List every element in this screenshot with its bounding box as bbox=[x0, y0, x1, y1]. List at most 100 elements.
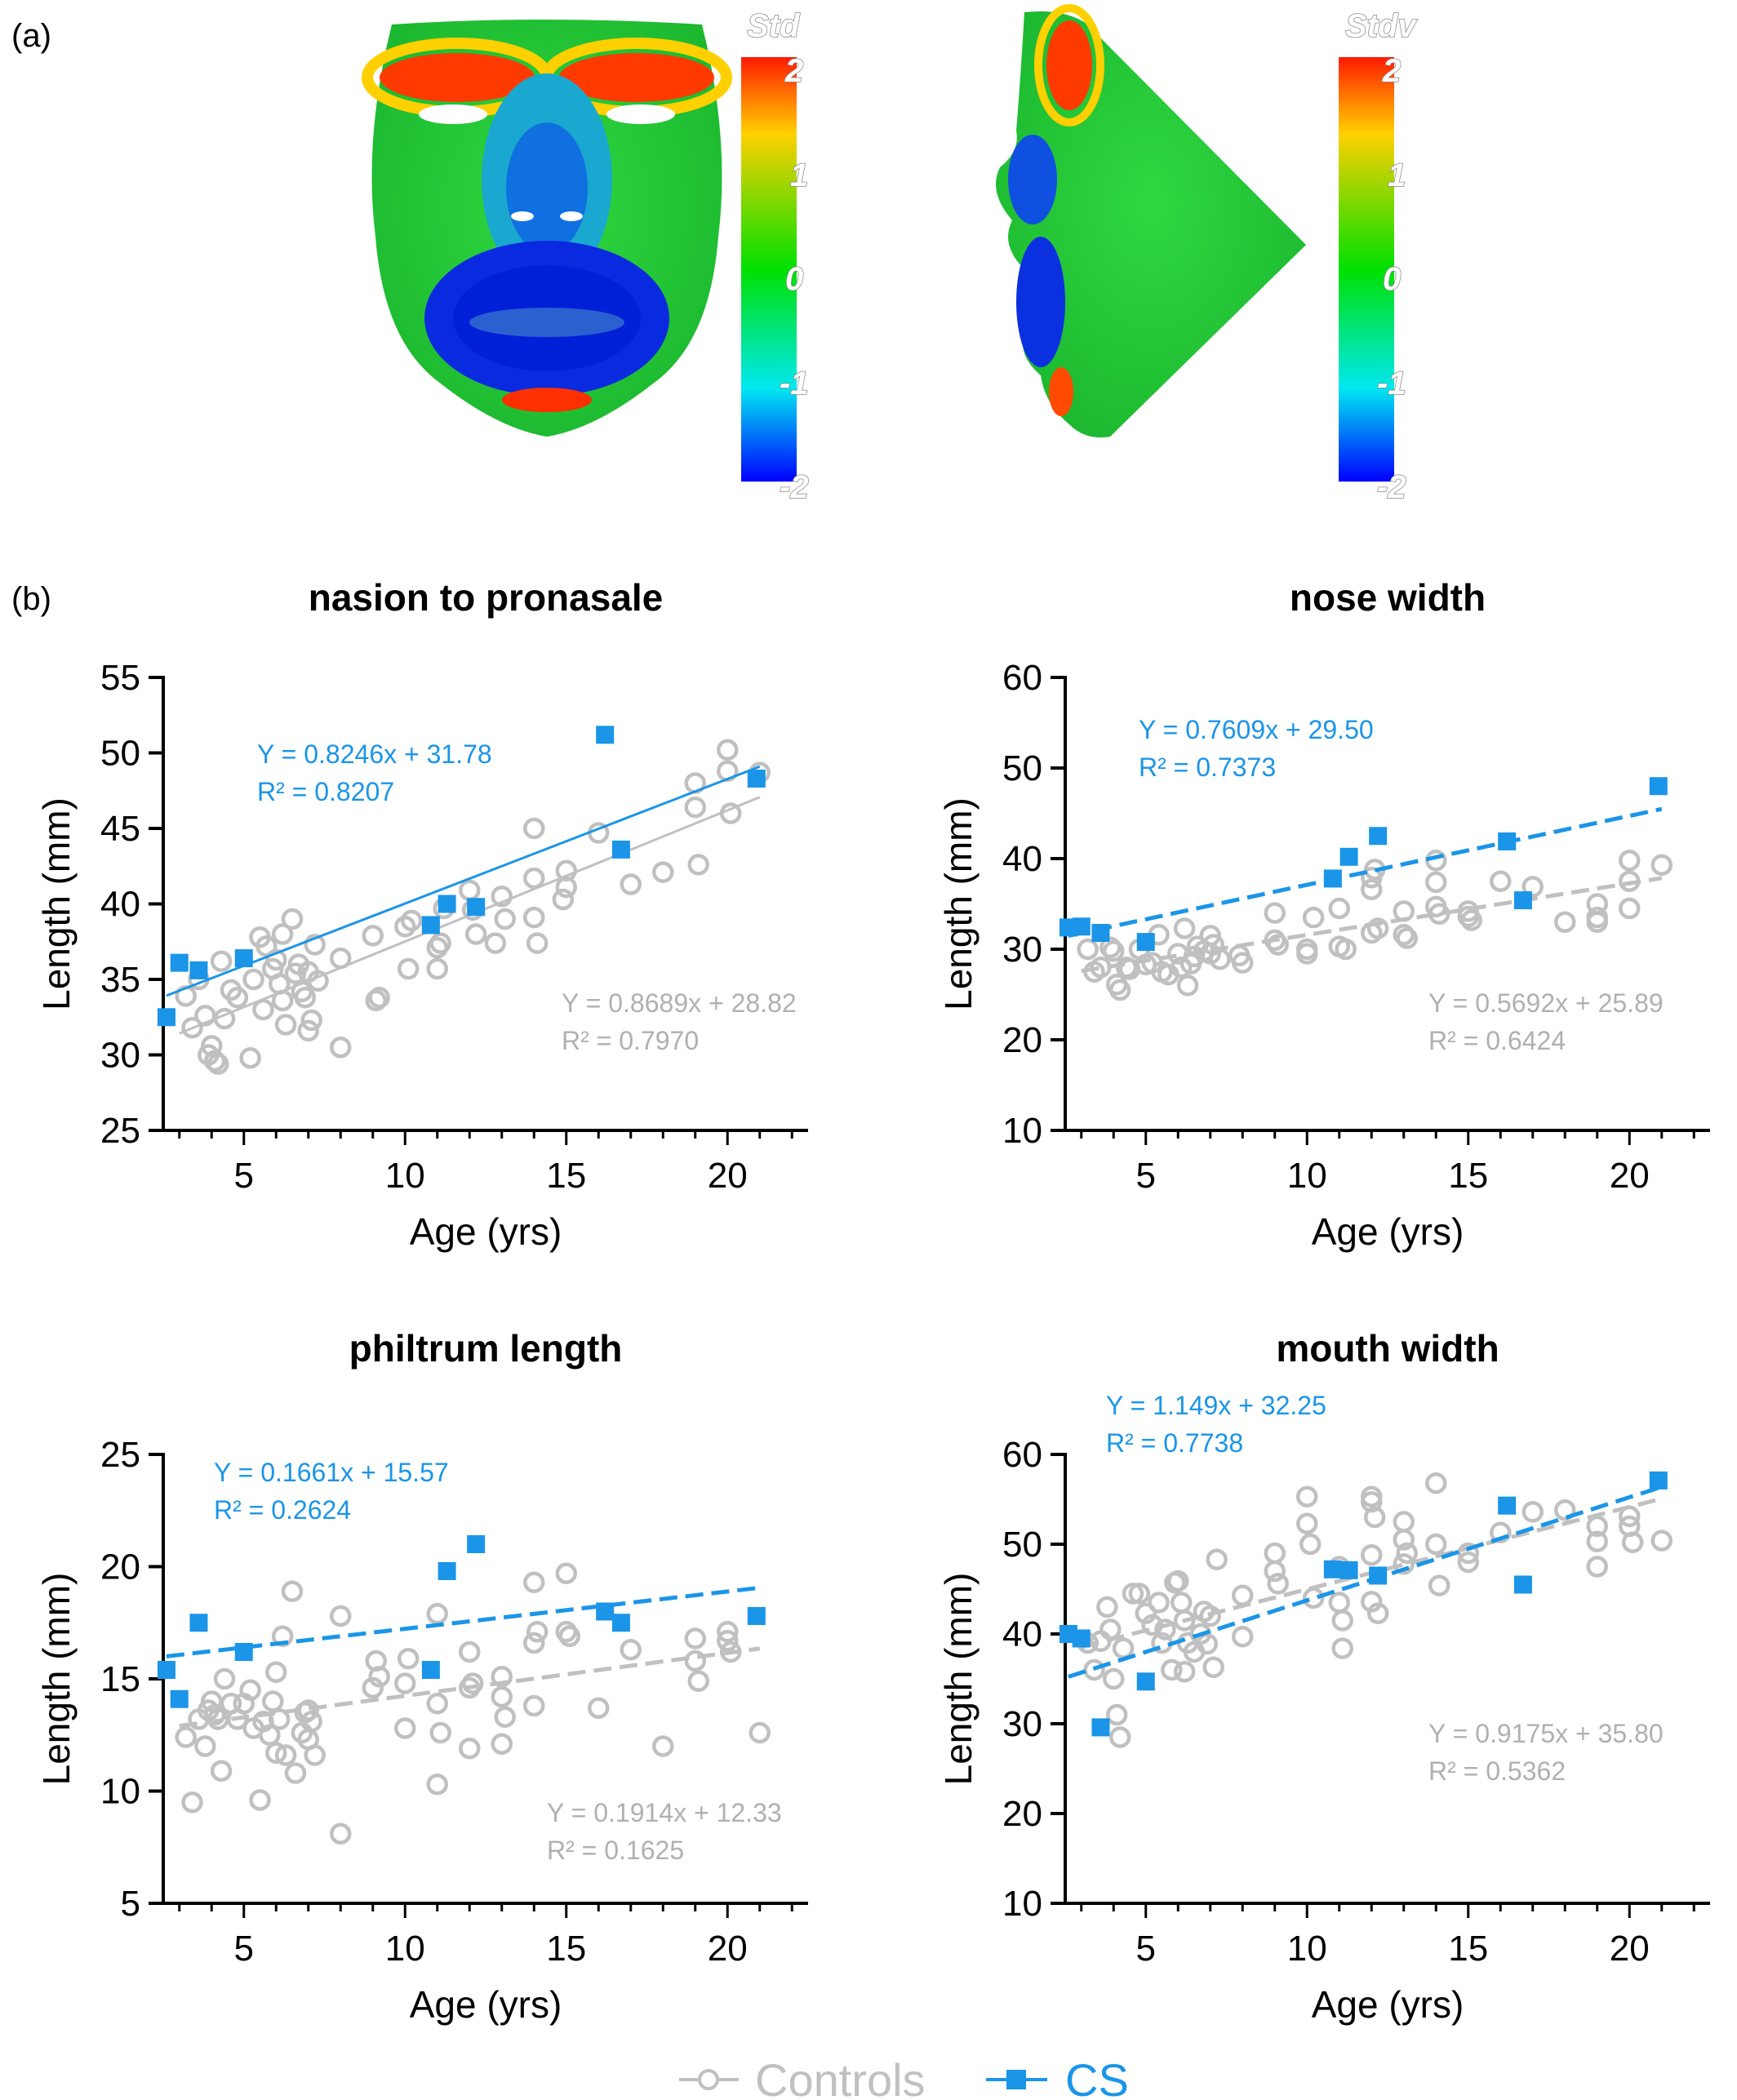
controls-point bbox=[1302, 906, 1325, 929]
controls-point bbox=[523, 817, 545, 840]
controls-fit-line bbox=[1081, 876, 1663, 974]
cs-point bbox=[1649, 1471, 1668, 1490]
chart-title: philtrum length bbox=[349, 1327, 623, 1370]
controls-point bbox=[1232, 1626, 1254, 1648]
controls-equation-r2: R² = 0.6424 bbox=[1428, 1026, 1566, 1055]
controls-point bbox=[1173, 1660, 1196, 1683]
lateral-mouth-cold bbox=[1016, 237, 1065, 367]
controls-point bbox=[265, 948, 287, 971]
cs-fit-line bbox=[166, 765, 761, 997]
cs-point bbox=[1091, 1718, 1110, 1737]
heatmap-panel: Std 2 1 0 -1 -2 Stdv 2 1 0 -1 -2 bbox=[362, 4, 1419, 506]
y-tick-label: 45 bbox=[100, 809, 140, 849]
controls-point bbox=[523, 1571, 545, 1593]
controls-point bbox=[1105, 1703, 1128, 1726]
y-tick-label: 50 bbox=[1002, 748, 1042, 788]
controls-point bbox=[1170, 1592, 1193, 1614]
cs-point bbox=[1072, 917, 1091, 936]
frontal-tick-m1: -1 bbox=[780, 366, 809, 402]
y-tick-label: 40 bbox=[1002, 839, 1042, 879]
controls-point bbox=[274, 1744, 297, 1766]
cs-point bbox=[596, 1602, 615, 1621]
controls-point bbox=[526, 1621, 549, 1643]
cs-point bbox=[611, 840, 630, 859]
controls-point bbox=[1425, 871, 1447, 894]
y-tick-label: 50 bbox=[1002, 1525, 1042, 1565]
controls-point bbox=[620, 873, 642, 895]
panel-label-a: (a) bbox=[11, 18, 51, 54]
controls-point bbox=[464, 923, 487, 945]
controls-point bbox=[491, 886, 513, 908]
legend-cs-label: CS bbox=[1065, 2054, 1129, 2100]
controls-point bbox=[461, 1672, 484, 1694]
controls-point bbox=[429, 932, 451, 954]
x-tick-label: 5 bbox=[1136, 1156, 1156, 1196]
chart-title: nasion to pronasale bbox=[309, 576, 664, 619]
controls-point bbox=[1122, 1583, 1144, 1605]
lateral-brow-hot bbox=[1046, 20, 1092, 110]
cs-equation-r2: R² = 0.2624 bbox=[214, 1495, 351, 1525]
controls-point bbox=[620, 1639, 642, 1661]
controls-point bbox=[175, 1726, 197, 1748]
cs-point bbox=[157, 1661, 175, 1679]
x-tick-label: 10 bbox=[1287, 1156, 1327, 1196]
controls-point bbox=[459, 1640, 481, 1663]
controls-point bbox=[210, 950, 233, 973]
x-tick-label: 20 bbox=[708, 1929, 748, 1969]
controls-point bbox=[684, 1627, 706, 1649]
controls-fit-line bbox=[179, 1646, 761, 1729]
controls-point bbox=[1457, 1542, 1479, 1565]
x-tick-label: 10 bbox=[385, 1929, 425, 1969]
controls-point bbox=[281, 1580, 304, 1602]
controls-point bbox=[365, 989, 387, 1012]
controls-point bbox=[1296, 1485, 1318, 1507]
controls-point bbox=[362, 1676, 384, 1699]
controls-equation-eq: Y = 0.9175x + 35.80 bbox=[1428, 1719, 1664, 1748]
cs-equation-r2: R² = 0.7373 bbox=[1139, 753, 1276, 782]
cs-point bbox=[1339, 847, 1358, 866]
controls-point bbox=[459, 1738, 481, 1760]
controls-point bbox=[226, 986, 249, 1009]
x-tick-label: 15 bbox=[1448, 1156, 1488, 1196]
frontal-tick-2: 2 bbox=[784, 53, 803, 89]
x-tick-label: 5 bbox=[1136, 1929, 1156, 1969]
cs-point bbox=[1072, 1629, 1091, 1648]
controls-point bbox=[194, 1735, 216, 1757]
cs-point bbox=[1513, 891, 1532, 910]
cs-equation-eq: Y = 0.1661x + 15.57 bbox=[214, 1458, 449, 1487]
controls-point bbox=[1366, 1602, 1389, 1624]
controls-point bbox=[1425, 1472, 1447, 1494]
y-axis-label: Length (mm) bbox=[35, 797, 78, 1010]
controls-point bbox=[1167, 1569, 1189, 1592]
controls-point bbox=[1393, 1511, 1415, 1533]
controls-point bbox=[426, 957, 448, 980]
chart-title: nose width bbox=[1290, 576, 1486, 619]
controls-point bbox=[1232, 952, 1254, 974]
controls-point bbox=[491, 1666, 513, 1688]
controls-point bbox=[1267, 934, 1289, 956]
brow-left-hot bbox=[380, 53, 535, 102]
controls-point bbox=[1361, 1491, 1383, 1513]
controls-point bbox=[1154, 1618, 1176, 1640]
controls-point bbox=[1619, 849, 1641, 872]
controls-point bbox=[330, 1605, 352, 1627]
cs-point bbox=[189, 961, 208, 979]
cs-point bbox=[1369, 1566, 1388, 1585]
controls-point bbox=[1428, 1574, 1450, 1596]
lateral-tick-2: 2 bbox=[1382, 53, 1401, 89]
y-tick-label: 40 bbox=[1002, 1614, 1042, 1654]
controls-point bbox=[1621, 1531, 1644, 1554]
controls-point bbox=[1650, 854, 1673, 877]
controls-point bbox=[652, 1735, 674, 1757]
cs-equation-r2: R² = 0.8207 bbox=[257, 777, 394, 806]
controls-point bbox=[394, 1672, 416, 1694]
controls-point bbox=[239, 1046, 261, 1069]
brow-right-hot bbox=[559, 53, 714, 102]
controls-point bbox=[252, 998, 274, 1021]
cs-point bbox=[234, 1643, 253, 1661]
cs-point bbox=[1136, 933, 1155, 952]
x-axis-label: Age (yrs) bbox=[410, 1210, 562, 1253]
controls-point bbox=[281, 908, 304, 930]
controls-point bbox=[294, 986, 317, 1009]
